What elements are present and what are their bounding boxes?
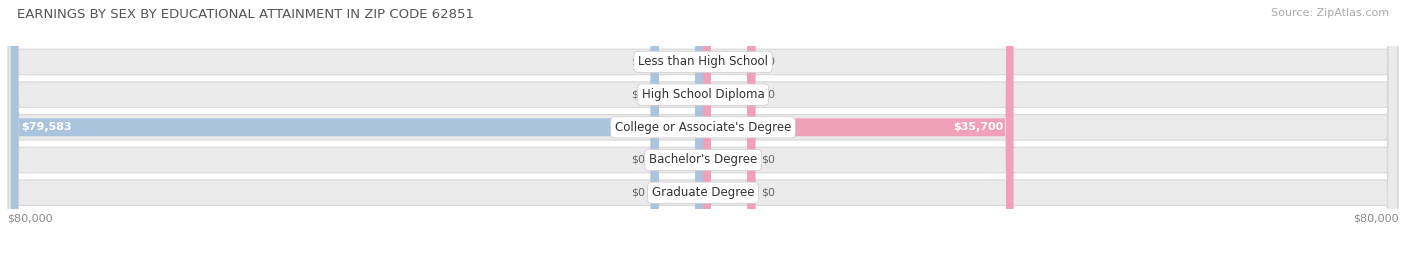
FancyBboxPatch shape (703, 0, 1014, 268)
FancyBboxPatch shape (651, 0, 703, 268)
FancyBboxPatch shape (8, 0, 1398, 268)
Text: Graduate Degree: Graduate Degree (652, 186, 754, 199)
Text: $0: $0 (631, 90, 645, 100)
Text: $0: $0 (631, 57, 645, 67)
FancyBboxPatch shape (651, 0, 703, 268)
FancyBboxPatch shape (11, 0, 703, 268)
FancyBboxPatch shape (703, 0, 755, 268)
Text: $0: $0 (761, 188, 775, 198)
FancyBboxPatch shape (8, 0, 1398, 268)
Text: College or Associate's Degree: College or Associate's Degree (614, 121, 792, 134)
Text: Bachelor's Degree: Bachelor's Degree (650, 154, 756, 166)
Text: $0: $0 (761, 155, 775, 165)
FancyBboxPatch shape (703, 0, 755, 268)
Text: High School Diploma: High School Diploma (641, 88, 765, 101)
FancyBboxPatch shape (651, 0, 703, 268)
Text: $79,583: $79,583 (21, 122, 72, 132)
FancyBboxPatch shape (8, 0, 1398, 268)
Text: $80,000: $80,000 (1354, 214, 1399, 224)
Text: $35,700: $35,700 (953, 122, 1002, 132)
FancyBboxPatch shape (8, 0, 1398, 268)
Text: $80,000: $80,000 (7, 214, 52, 224)
Text: $0: $0 (761, 57, 775, 67)
Text: EARNINGS BY SEX BY EDUCATIONAL ATTAINMENT IN ZIP CODE 62851: EARNINGS BY SEX BY EDUCATIONAL ATTAINMEN… (17, 8, 474, 21)
Text: Source: ZipAtlas.com: Source: ZipAtlas.com (1271, 8, 1389, 18)
FancyBboxPatch shape (8, 0, 1398, 268)
Text: $0: $0 (761, 90, 775, 100)
FancyBboxPatch shape (703, 0, 755, 268)
Text: Less than High School: Less than High School (638, 55, 768, 68)
Text: $0: $0 (631, 155, 645, 165)
Text: $0: $0 (631, 188, 645, 198)
FancyBboxPatch shape (651, 0, 703, 268)
FancyBboxPatch shape (703, 0, 755, 268)
